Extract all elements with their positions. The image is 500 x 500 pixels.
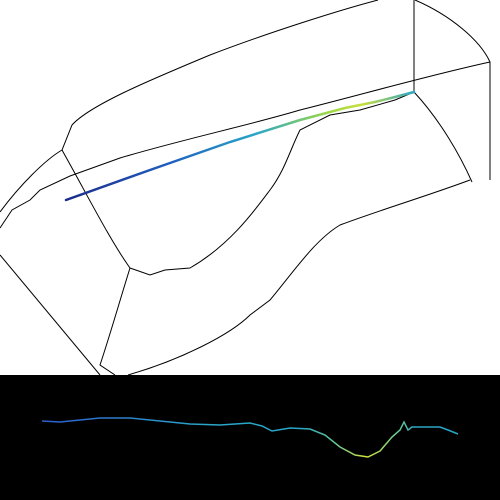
wireframe-right-arc: [414, 0, 491, 63]
wireframe-box: [0, 0, 491, 375]
wireframe-left-lower-edge: [0, 254, 101, 375]
wireframe-upper-plane-edge: [0, 61, 491, 229]
profile-panel[interactable]: [0, 375, 500, 500]
wireframe-3d-view[interactable]: [0, 0, 500, 375]
wireframe-front-lower-edge: [99, 267, 131, 375]
track-line[interactable]: [64, 90, 416, 202]
wireframe-top-edge: [0, 0, 379, 213]
wireframe-bottom-edge: [129, 91, 415, 276]
wireframe-lower-front-curve: [127, 179, 471, 375]
wireframe-left-edge: [61, 149, 131, 269]
wireframe-right-curve: [413, 91, 473, 183]
profile-line[interactable]: [41, 417, 459, 458]
